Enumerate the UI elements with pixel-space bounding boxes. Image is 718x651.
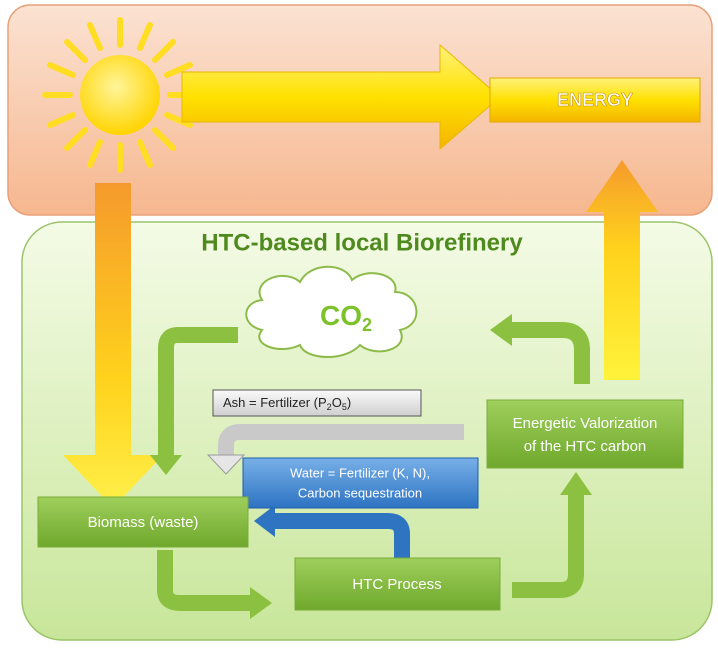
biomass-label: Biomass (waste) bbox=[88, 514, 199, 531]
ash-label: Ash = Fertilizer (P2O5) bbox=[223, 395, 351, 412]
energy-up-arrow bbox=[586, 160, 658, 380]
energetic-label: Energetic Valorization bbox=[513, 415, 658, 432]
co2-label: CO2 bbox=[320, 300, 372, 334]
region-title: HTC-based local Biorefinery bbox=[201, 229, 523, 256]
biomass-box bbox=[37, 496, 249, 548]
ash-arrowhead bbox=[206, 454, 246, 475]
htc-label: HTC Process bbox=[352, 576, 441, 593]
htc-box bbox=[294, 557, 501, 611]
cycle-arrowheads bbox=[150, 314, 592, 619]
energy-label: ENERGY bbox=[557, 90, 633, 110]
sun-energy-arrow bbox=[181, 43, 501, 151]
energy-box bbox=[489, 77, 701, 123]
water-box bbox=[242, 457, 479, 509]
water-label: Water = Fertilizer (K, N), bbox=[290, 465, 430, 480]
energetic-box bbox=[486, 399, 684, 469]
energetic-label: of the HTC carbon bbox=[524, 438, 647, 455]
cloud bbox=[245, 265, 418, 358]
ash-arrow bbox=[218, 424, 464, 455]
water-arrow bbox=[275, 513, 410, 575]
sun bbox=[42, 17, 198, 173]
water-label: Carbon sequestration bbox=[298, 485, 422, 500]
water-arrowhead bbox=[254, 505, 275, 537]
sun-biomass-arrow bbox=[63, 183, 163, 508]
cycle-arrows bbox=[157, 322, 590, 611]
ash-box bbox=[212, 389, 422, 417]
